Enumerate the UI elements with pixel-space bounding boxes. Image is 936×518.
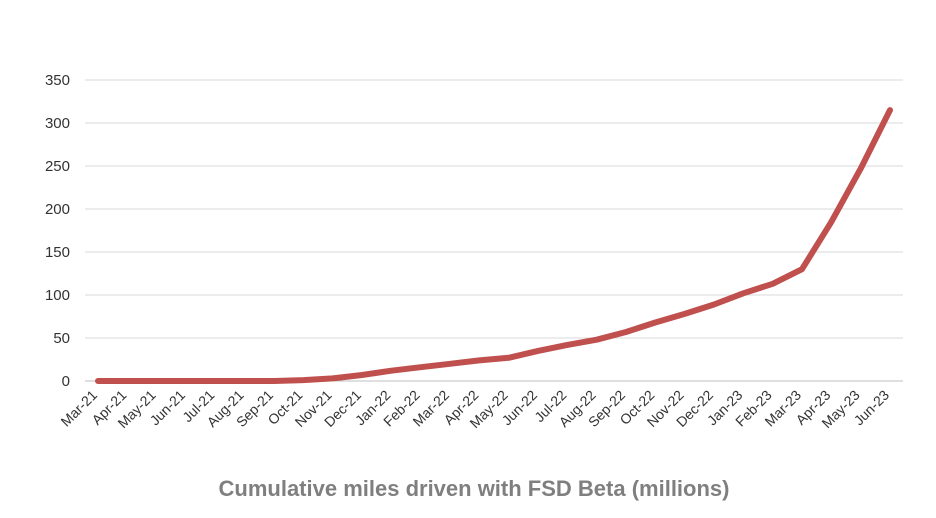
y-tick-label: 350 xyxy=(45,72,70,89)
y-tick-label: 0 xyxy=(62,373,70,390)
x-axis-ticks: Mar-21Apr-21May-21Jun-21Jul-21Aug-21Sep-… xyxy=(57,387,892,431)
y-tick-label: 250 xyxy=(45,158,70,175)
y-tick-label: 200 xyxy=(45,201,70,218)
y-tick-label: 300 xyxy=(45,115,70,132)
y-tick-label: 150 xyxy=(45,244,70,261)
series-line xyxy=(95,107,893,384)
y-axis-ticks: 0 50 100 150 200 250 300 350 xyxy=(45,72,70,390)
chart-title: Cumulative miles driven with FSD Beta (m… xyxy=(219,476,730,501)
y-tick-label: 50 xyxy=(53,330,70,347)
gridlines xyxy=(85,79,903,382)
y-tick-label: 100 xyxy=(45,287,70,304)
